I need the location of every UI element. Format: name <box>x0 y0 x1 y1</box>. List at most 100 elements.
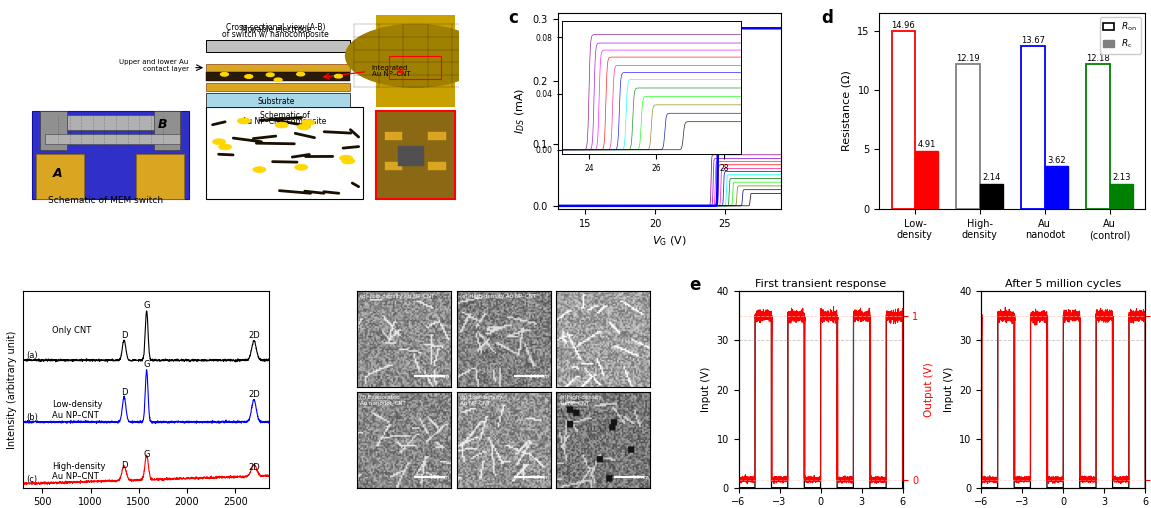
Text: Au NP–CNT: Au NP–CNT <box>372 71 411 77</box>
Y-axis label: Input (V): Input (V) <box>944 367 954 412</box>
Text: Schematic of: Schematic of <box>260 111 310 120</box>
Text: A: A <box>53 167 62 180</box>
Text: Movable electrode: Movable electrode <box>241 25 311 34</box>
Text: e: e <box>689 276 701 294</box>
Text: G: G <box>144 450 151 459</box>
Text: (h)High-density
Au NP–CNT: (h)High-density Au NP–CNT <box>559 395 602 406</box>
Circle shape <box>253 167 266 173</box>
Text: 4.91: 4.91 <box>917 140 936 149</box>
Bar <box>1110 183 1134 209</box>
Circle shape <box>345 24 485 87</box>
Text: (d) Low-density Au NP–CNT: (d) Low-density Au NP–CNT <box>360 294 434 299</box>
Text: Integrated: Integrated <box>372 65 409 71</box>
Text: d: d <box>821 9 833 27</box>
Bar <box>398 146 424 166</box>
Bar <box>956 64 980 209</box>
Circle shape <box>340 155 352 161</box>
Circle shape <box>302 119 314 125</box>
Bar <box>428 162 445 170</box>
Circle shape <box>295 164 307 170</box>
Text: Only CNT: Only CNT <box>52 326 91 335</box>
Title: First transient response: First transient response <box>755 279 886 289</box>
Bar <box>428 133 445 140</box>
Polygon shape <box>376 15 455 107</box>
Polygon shape <box>376 111 455 199</box>
Polygon shape <box>206 107 363 199</box>
Text: 2.13: 2.13 <box>1112 173 1130 182</box>
Polygon shape <box>206 93 350 107</box>
Circle shape <box>245 75 253 78</box>
Circle shape <box>221 73 228 76</box>
Circle shape <box>297 124 311 130</box>
Circle shape <box>342 158 355 164</box>
Text: 50 nm: 50 nm <box>633 475 648 480</box>
Text: 2.14: 2.14 <box>983 173 1000 182</box>
Text: (g) Low-density
Au NP–CNT: (g) Low-density Au NP–CNT <box>459 395 502 406</box>
Text: 12.19: 12.19 <box>956 54 980 63</box>
Circle shape <box>274 78 282 82</box>
Polygon shape <box>206 83 350 91</box>
Text: 14.96: 14.96 <box>891 21 915 30</box>
Text: D: D <box>122 461 128 470</box>
Circle shape <box>237 118 251 124</box>
Text: G: G <box>144 360 151 369</box>
Y-axis label: Output (V): Output (V) <box>924 362 933 417</box>
Text: contact layer: contact layer <box>143 66 189 72</box>
Polygon shape <box>154 111 180 150</box>
Bar <box>384 162 402 170</box>
Polygon shape <box>136 154 184 199</box>
Circle shape <box>213 139 226 145</box>
Bar <box>915 150 938 209</box>
Polygon shape <box>32 111 189 199</box>
Text: c: c <box>509 9 518 27</box>
Text: 50 nm: 50 nm <box>533 475 549 480</box>
Y-axis label: Intensity (arbitrary unit): Intensity (arbitrary unit) <box>7 330 17 449</box>
Polygon shape <box>206 40 350 52</box>
Text: of switch w/ nanocomposite: of switch w/ nanocomposite <box>222 30 329 39</box>
Circle shape <box>297 72 305 76</box>
Circle shape <box>275 122 288 128</box>
Polygon shape <box>206 64 350 72</box>
Text: 13.67: 13.67 <box>1021 36 1045 45</box>
Bar <box>1021 46 1045 209</box>
Y-axis label: Input (V): Input (V) <box>701 367 711 412</box>
Text: G: G <box>144 301 151 310</box>
Text: 100 nm: 100 nm <box>430 475 449 480</box>
Polygon shape <box>206 72 350 81</box>
Text: 100 nm: 100 nm <box>430 374 449 379</box>
Text: D: D <box>122 388 128 397</box>
Text: Low-density: Low-density <box>52 400 102 409</box>
Text: (e) High-density Au NP–CNT: (e) High-density Au NP–CNT <box>459 294 535 299</box>
Text: (f) Evaporated
Au nanodot–CNT: (f) Evaporated Au nanodot–CNT <box>360 395 406 406</box>
Circle shape <box>219 144 231 150</box>
Y-axis label: $I_{DS}$ (mA): $I_{DS}$ (mA) <box>513 88 527 134</box>
Bar <box>1087 64 1110 209</box>
Polygon shape <box>45 115 180 131</box>
Polygon shape <box>36 154 84 199</box>
Text: 2D: 2D <box>249 331 260 340</box>
Text: (a): (a) <box>26 351 38 360</box>
Bar <box>384 133 402 140</box>
Text: 2D: 2D <box>249 390 260 399</box>
Circle shape <box>335 74 342 78</box>
Legend: $R_{\mathrm{on}}$, $R_{\mathrm{c}}$: $R_{\mathrm{on}}$, $R_{\mathrm{c}}$ <box>1099 17 1141 54</box>
Text: Au NP–CNT: Au NP–CNT <box>52 410 99 420</box>
Text: 100 nm: 100 nm <box>529 374 549 379</box>
Text: Au NP–CNT composite: Au NP–CNT composite <box>243 117 327 125</box>
Polygon shape <box>45 135 180 144</box>
X-axis label: $V_{\mathrm{G}}$ (V): $V_{\mathrm{G}}$ (V) <box>651 234 687 248</box>
Text: High-density: High-density <box>52 462 106 471</box>
Text: D: D <box>122 331 128 340</box>
Y-axis label: Resistance (Ω): Resistance (Ω) <box>841 71 852 151</box>
Text: 2D: 2D <box>249 463 260 471</box>
Circle shape <box>266 73 274 77</box>
Text: 12.18: 12.18 <box>1087 54 1110 63</box>
Title: After 5 million cycles: After 5 million cycles <box>1005 279 1121 289</box>
Text: Upper and lower Au: Upper and lower Au <box>120 59 189 65</box>
Text: Substrate: Substrate <box>257 97 295 106</box>
Text: 3.62: 3.62 <box>1047 156 1066 165</box>
Text: B: B <box>158 118 167 131</box>
Text: Au NP–CNT: Au NP–CNT <box>52 472 99 481</box>
Text: Cross-sectional view (A-B): Cross-sectional view (A-B) <box>226 23 326 33</box>
Polygon shape <box>40 111 67 150</box>
